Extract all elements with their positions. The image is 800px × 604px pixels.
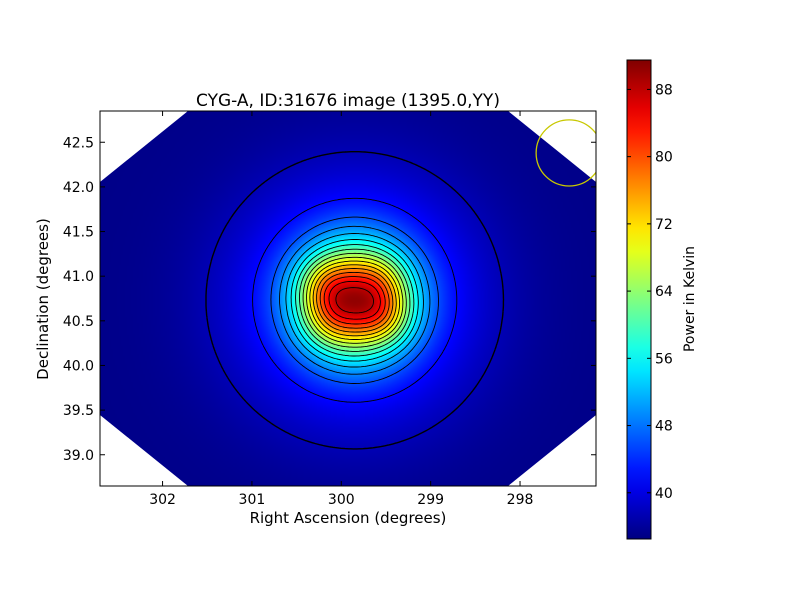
contour-level-8 bbox=[302, 252, 407, 348]
y-tick-label: 39.0 bbox=[63, 448, 94, 464]
contour-level-12 bbox=[316, 268, 394, 333]
x-tick-label: 301 bbox=[239, 492, 266, 508]
colorbar-tick-label: 72 bbox=[655, 217, 673, 233]
contour-level-16 bbox=[335, 287, 374, 314]
contour-level-1 bbox=[252, 197, 458, 403]
contour-level-7 bbox=[299, 248, 411, 352]
colorbar-frame bbox=[626, 59, 652, 540]
contour-level-0 bbox=[205, 151, 505, 450]
y-tick-label: 40.5 bbox=[63, 314, 94, 330]
contour-level-10 bbox=[309, 260, 401, 340]
x-axis-label: Right Ascension (degrees) bbox=[250, 509, 447, 527]
contour-level-9 bbox=[306, 256, 404, 344]
chart-title: CYG-A, ID:31676 image (1395.0,YY) bbox=[196, 91, 500, 111]
colorbar: 40 48 56 64 72 80 88 Power in Kelvin bbox=[626, 59, 698, 540]
contour-level-3 bbox=[279, 225, 431, 375]
x-tick-label: 300 bbox=[328, 492, 355, 508]
x-tick-label: 299 bbox=[417, 492, 444, 508]
colorbar-tick-label: 56 bbox=[655, 351, 673, 367]
colorbar-gradient bbox=[627, 60, 651, 539]
y-axis-label: Declination (degrees) bbox=[34, 218, 52, 380]
heatmap-image bbox=[100, 111, 596, 486]
y-tick-label: 41.0 bbox=[63, 269, 94, 285]
contour-level-14 bbox=[323, 276, 386, 325]
y-tick-label: 42.5 bbox=[63, 135, 94, 151]
colorbar-tick-label: 88 bbox=[655, 82, 673, 98]
y-tick-label: 42.0 bbox=[63, 180, 94, 196]
y-axis: 39.0 39.5 40.0 40.5 41.0 41.5 42.0 42.5 bbox=[63, 135, 596, 464]
plot-area bbox=[100, 111, 596, 486]
y-tick-label: 40.0 bbox=[63, 358, 94, 374]
colorbar-label: Power in Kelvin bbox=[682, 246, 698, 352]
contour-level-13 bbox=[319, 271, 390, 329]
x-tick-label: 302 bbox=[149, 492, 176, 508]
contour-lines bbox=[205, 151, 505, 450]
contour-level-11 bbox=[312, 264, 397, 337]
colorbar-ticks: 40 48 56 64 72 80 88 bbox=[627, 82, 673, 502]
contour-level-4 bbox=[285, 233, 424, 368]
x-tick-label: 298 bbox=[507, 492, 534, 508]
x-axis: 302 301 300 299 298 bbox=[149, 111, 533, 508]
colorbar-tick-label: 40 bbox=[655, 486, 673, 502]
plot-frame bbox=[99, 110, 597, 487]
y-tick-label: 41.5 bbox=[63, 225, 94, 241]
colorbar-tick-label: 64 bbox=[655, 284, 673, 300]
y-tick-label: 39.5 bbox=[63, 403, 94, 419]
beam-circle bbox=[535, 119, 596, 187]
colorbar-tick-label: 80 bbox=[655, 150, 673, 166]
contour-level-15 bbox=[328, 280, 381, 320]
colorbar-tick-label: 48 bbox=[655, 419, 673, 435]
contour-level-2 bbox=[270, 216, 439, 384]
contour-level-6 bbox=[295, 244, 415, 357]
contour-level-5 bbox=[290, 239, 419, 362]
